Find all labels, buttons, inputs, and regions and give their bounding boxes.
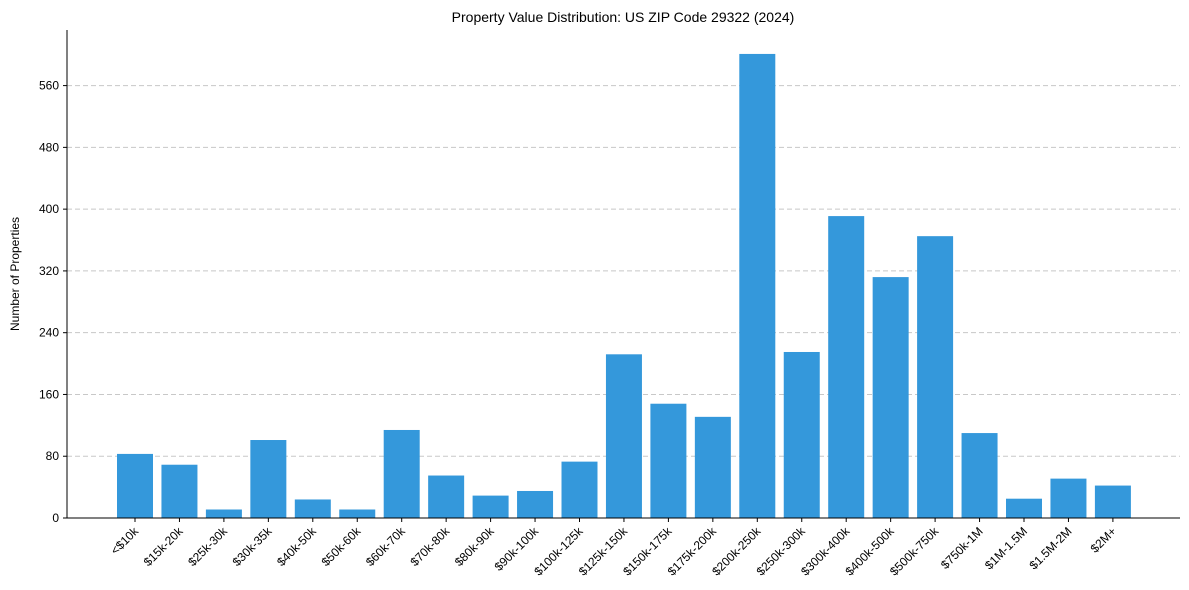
x-tick-label: $25k-30k: [185, 524, 231, 570]
bar: [1006, 498, 1042, 518]
x-tick-label: $750k-1M: [938, 524, 986, 572]
bar: [961, 433, 998, 518]
x-tick-label: $1M-1.5M: [982, 524, 1030, 572]
y-tick-label: 400: [39, 202, 59, 216]
bar: [205, 509, 242, 518]
y-tick-label: 240: [39, 326, 59, 340]
x-tick-label: <$10k: [108, 524, 142, 558]
bar: [517, 490, 554, 518]
bars: [117, 53, 1131, 519]
bar: [561, 461, 598, 518]
bar: [1094, 485, 1131, 518]
x-tick-label: $50k-60k: [319, 524, 365, 570]
y-tick-label: 80: [46, 449, 60, 463]
bar: [339, 509, 376, 518]
bar: [472, 495, 509, 518]
x-tick-label: $30k-35k: [230, 524, 276, 570]
y-tick-label: 480: [39, 140, 59, 154]
x-tick-label: $1.5M-2M: [1026, 524, 1074, 572]
x-ticks: <$10k $15k-20k $25k-30k $30k-35k $40k-50k $50…: [108, 518, 1119, 578]
y-tick-label: 160: [39, 387, 59, 401]
x-tick-label: $15k-20k: [141, 524, 187, 570]
x-tick-label: $500k-750k: [887, 524, 942, 579]
y-axis-title: Number of Properties: [8, 217, 22, 331]
x-tick-label: $60k-70k: [363, 524, 409, 570]
bar: [917, 236, 954, 518]
bar: [428, 475, 465, 518]
bar: [383, 429, 420, 518]
chart-title: Property Value Distribution: US ZIP Code…: [452, 9, 795, 25]
x-tick-label: $80k-90k: [452, 524, 498, 570]
bar: [694, 416, 731, 518]
bar: [872, 277, 909, 518]
y-tick-label: 320: [39, 264, 59, 278]
y-tick-label: 0: [52, 511, 59, 525]
x-tick-label: $40k-50k: [274, 524, 320, 570]
bar: [650, 403, 687, 518]
bar: [783, 351, 820, 518]
bar: [250, 440, 287, 518]
bar: [605, 354, 642, 518]
y-tick-label: 560: [39, 79, 59, 93]
bar: [117, 453, 153, 518]
bar: [828, 216, 865, 518]
bar: [739, 53, 776, 519]
bar: [1050, 478, 1087, 518]
y-ticks: 0 80 160 240 320 400 480 560: [39, 79, 67, 525]
bar: [161, 464, 198, 518]
bar: [294, 499, 331, 518]
x-tick-label: $2M+: [1088, 524, 1119, 555]
x-tick-label: $70k-80k: [407, 524, 453, 570]
